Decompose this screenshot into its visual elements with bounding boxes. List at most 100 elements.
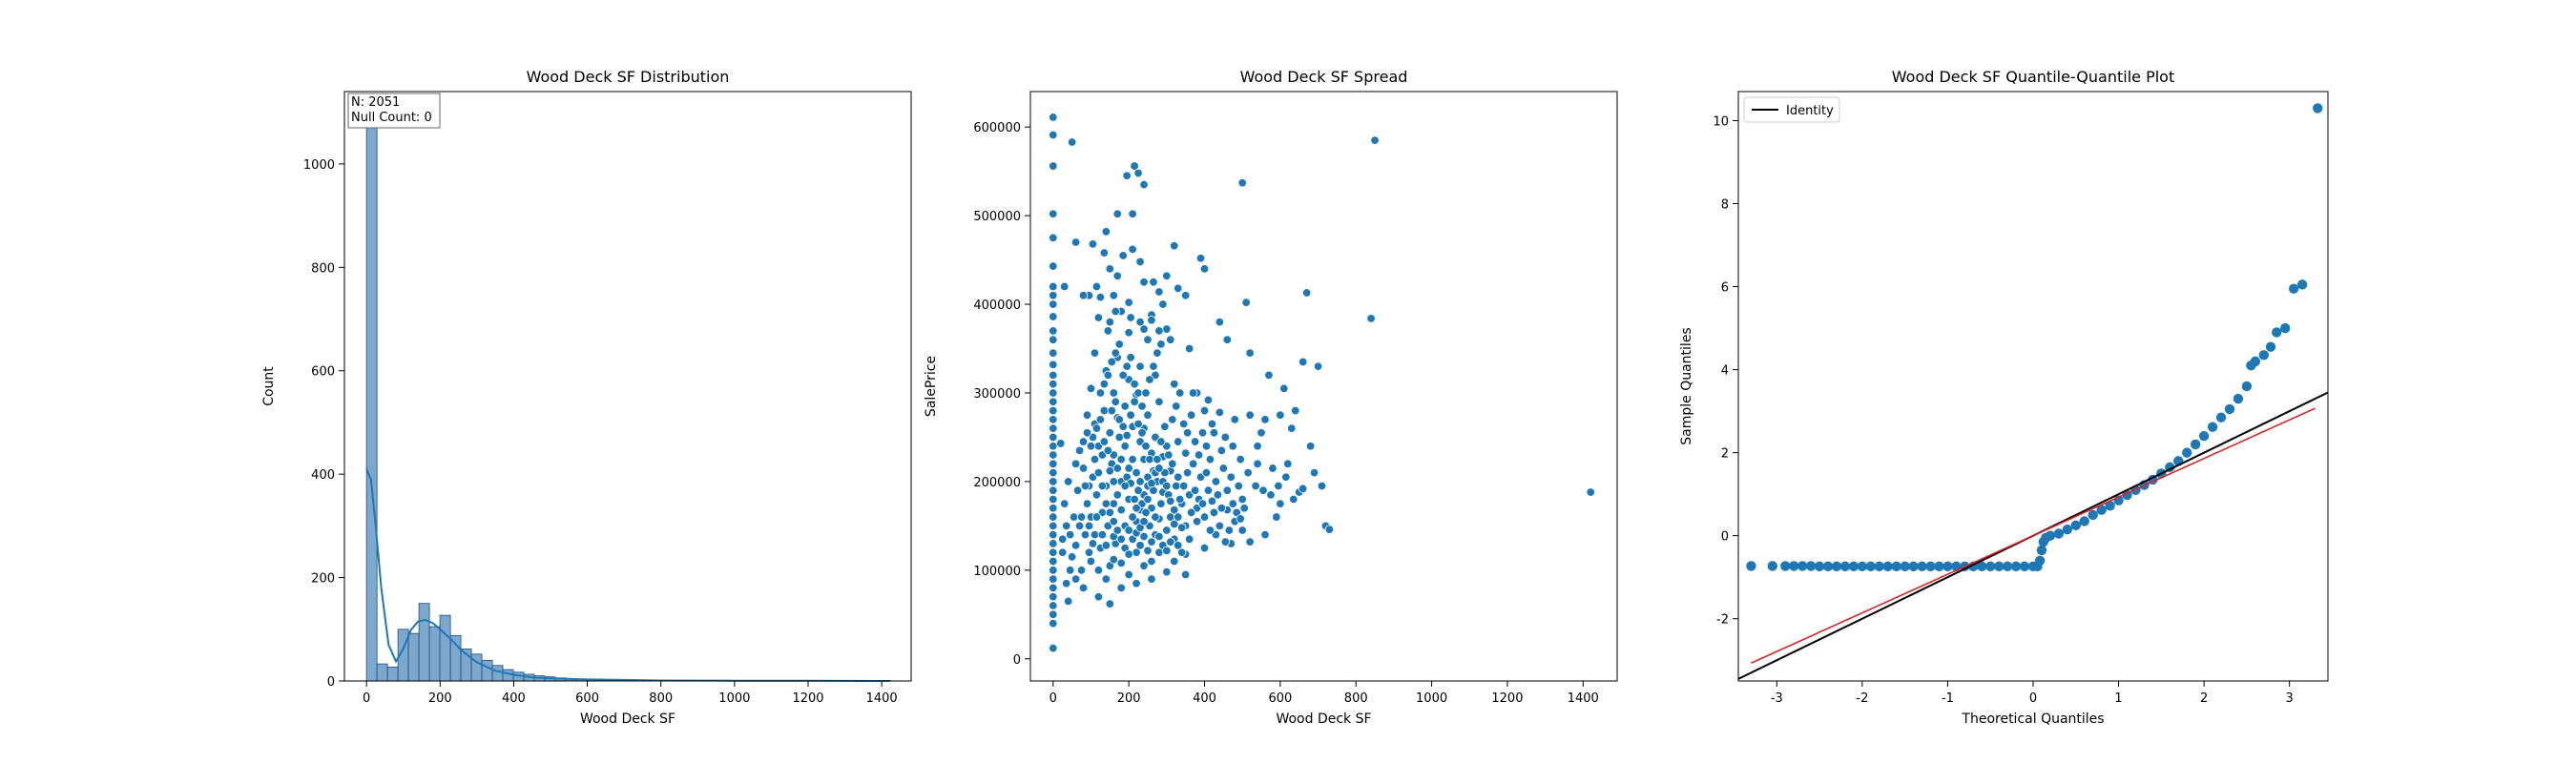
scatter-point xyxy=(1124,569,1133,580)
qq-point xyxy=(2053,528,2065,539)
qq-legend: Identity xyxy=(1743,96,1840,123)
scatter-point xyxy=(1109,291,1118,300)
scatter-point xyxy=(1049,609,1058,620)
scatter-point xyxy=(1111,348,1120,358)
qq-frame xyxy=(1737,91,2329,682)
scatter-point xyxy=(1049,415,1058,424)
scatter-point xyxy=(1236,514,1245,524)
scatter-ytick-label: 500000 xyxy=(973,210,1021,224)
scatter-point xyxy=(1049,467,1058,478)
scatter-point xyxy=(1109,517,1118,526)
scatter-point xyxy=(1128,454,1137,464)
qq-point xyxy=(2258,350,2270,361)
scatter-point xyxy=(1049,574,1058,584)
scatter-point xyxy=(1135,257,1145,267)
scatter-point xyxy=(1093,566,1104,575)
histogram-bar xyxy=(376,663,388,682)
scatter-point xyxy=(1130,494,1139,505)
scatter-point xyxy=(1091,512,1102,522)
scatter-point xyxy=(1049,592,1058,602)
kde-curve xyxy=(365,468,889,682)
scatter-point xyxy=(1139,278,1149,287)
scatter-point xyxy=(1143,546,1153,556)
qq-point xyxy=(1839,561,1851,572)
scatter-point xyxy=(1082,499,1092,508)
qq-title: Wood Deck SF Quantile-Quantile Plot xyxy=(1892,68,2174,86)
qq-point xyxy=(2265,341,2276,352)
qq-legend-label: Identity xyxy=(1786,104,1834,118)
scatter-point xyxy=(1274,481,1283,491)
scatter-point xyxy=(1116,534,1126,545)
scatter-point xyxy=(1126,313,1135,322)
scatter-xtick-label: 800 xyxy=(1344,691,1368,706)
scatter-point xyxy=(1112,464,1122,473)
scatter-point xyxy=(1099,248,1110,258)
qq-point xyxy=(2233,393,2244,404)
scatter-point xyxy=(1076,566,1087,575)
scatter-point xyxy=(1172,402,1181,411)
qq-xtick-label: 2 xyxy=(2200,691,2208,706)
scatter-point xyxy=(1049,326,1058,336)
qq-point xyxy=(2088,509,2098,521)
qq-point xyxy=(1780,561,1791,571)
histogram-ytick-label: 800 xyxy=(311,261,335,276)
scatter-point xyxy=(1078,291,1089,300)
scatter-point xyxy=(1097,529,1108,540)
scatter-point xyxy=(1109,554,1118,565)
scatter-point xyxy=(1226,472,1236,482)
scatter-point xyxy=(1049,233,1058,243)
qq-point xyxy=(2241,381,2253,392)
scatter-point xyxy=(1188,388,1198,398)
scatter-point xyxy=(1109,499,1118,508)
qq-ylabel: Sample Quantiles xyxy=(1679,327,1694,444)
scatter-point xyxy=(1124,328,1133,338)
scatter-point xyxy=(1065,529,1075,540)
scatter-point xyxy=(1084,547,1094,557)
qq-point xyxy=(1814,561,1825,572)
scatter-point xyxy=(1180,448,1191,458)
histogram-bar xyxy=(449,634,462,682)
scatter-point xyxy=(1101,574,1111,584)
qq-ytick-label: 0 xyxy=(1721,530,1729,545)
scatter-point xyxy=(1078,464,1089,473)
scatter-point xyxy=(1080,481,1091,491)
qq-point xyxy=(2045,530,2056,541)
scatter-point xyxy=(1132,579,1141,588)
scatter-point xyxy=(1111,306,1120,317)
scatter-point xyxy=(1080,529,1091,540)
scatter-point xyxy=(1305,442,1316,451)
scatter-point xyxy=(1186,410,1196,420)
reference-line xyxy=(1751,407,2316,664)
scatter-point xyxy=(1139,324,1149,334)
qq-point xyxy=(1848,561,1859,572)
scatter-point xyxy=(1143,494,1153,505)
scatter-point xyxy=(1174,512,1183,522)
scatter-point xyxy=(1101,227,1111,237)
scatter-point xyxy=(1086,556,1096,567)
qq-point xyxy=(1985,561,1996,572)
histogram-panel: Wood Deck SF Distribution Wood Deck SF C… xyxy=(261,68,912,727)
scatter-point xyxy=(1137,428,1147,438)
scatter-point xyxy=(1099,437,1110,446)
qq-point xyxy=(2280,322,2291,334)
qq-point xyxy=(1891,561,1901,572)
scatter-point xyxy=(1182,428,1193,438)
scatter-point xyxy=(1170,519,1179,529)
qq-ytick-label: 4 xyxy=(1721,364,1729,379)
scatter-point xyxy=(1122,171,1132,180)
scatter-point xyxy=(1049,405,1058,416)
scatter-point xyxy=(1049,459,1058,469)
scatter-point xyxy=(1139,517,1149,526)
scatter-point xyxy=(1139,179,1149,190)
scatter-point xyxy=(1209,428,1219,438)
scatter-point xyxy=(1093,592,1104,602)
scatter-point xyxy=(1093,467,1104,478)
scatter-point xyxy=(1116,583,1126,593)
scatter-point xyxy=(1143,335,1153,344)
qq-point xyxy=(2296,279,2308,290)
scatter-point xyxy=(1049,504,1058,513)
scatter-point xyxy=(1166,496,1175,506)
scatter-point xyxy=(1174,283,1183,294)
scatter-xtick-label: 600 xyxy=(1268,691,1292,706)
scatter-point xyxy=(1149,361,1158,371)
